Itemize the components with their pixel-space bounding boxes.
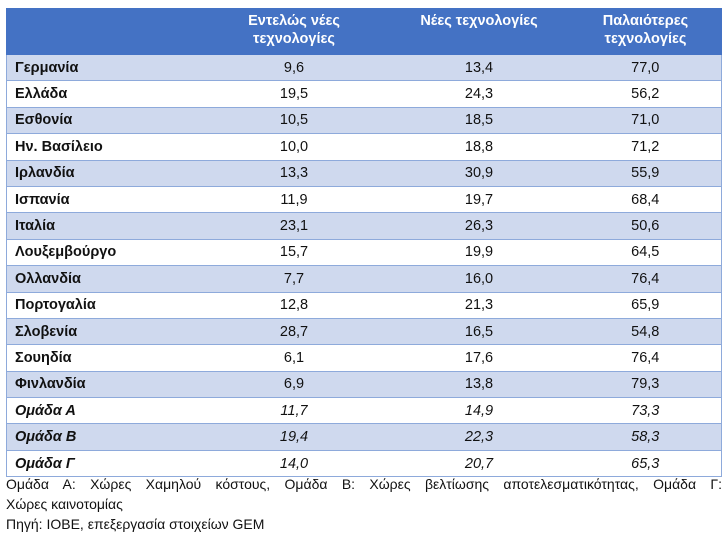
header-empty (6, 8, 200, 55)
cell-value: 12,8 (199, 291, 389, 319)
table-row: Γερμανία 9,6 13,4 77,0 (6, 53, 722, 82)
row-label: Φινλανδία (6, 370, 200, 399)
table-row: Λουξεμβούργο 15,7 19,9 64,5 (6, 238, 722, 267)
group-row: Ομάδα Γ 14,0 20,7 65,3 (6, 449, 722, 478)
row-label: Ισπανία (6, 185, 200, 214)
row-label: Σλοβενία (6, 317, 200, 346)
row-label: Σουηδία (6, 344, 200, 372)
cell-value: 18,5 (388, 106, 570, 135)
groups-legend-line2: Χώρες καινοτομίας (6, 496, 123, 512)
table-row: Σουηδία 6,1 17,6 76,4 (6, 344, 722, 372)
row-label: Ομάδα Γ (6, 449, 200, 478)
header-row: Εντελώς νέες τεχνολογίες Νέες τεχνολογίες… (6, 8, 722, 55)
header-new-tech: Νέες τεχνολογίες (388, 8, 570, 55)
table-row: Φινλανδία 6,9 13,8 79,3 (6, 370, 722, 399)
cell-value: 21,3 (388, 291, 570, 319)
cell-value: 14,0 (199, 449, 389, 478)
source-note: Πηγή: ΙΟΒΕ, επεξεργασία στοιχείων GEM (6, 516, 265, 532)
table-row: Ολλανδία 7,7 16,0 76,4 (6, 265, 722, 293)
cell-value: 14,9 (388, 397, 570, 425)
row-label: Ιρλανδία (6, 159, 200, 187)
group-row: Ομάδα Α 11,7 14,9 73,3 (6, 397, 722, 425)
group-row: Ομάδα Β 19,4 22,3 58,3 (6, 423, 722, 451)
cell-value: 28,7 (199, 317, 389, 346)
cell-value: 76,4 (569, 344, 722, 372)
cell-value: 19,5 (199, 80, 389, 108)
table-row: Ελλάδα 19,5 24,3 56,2 (6, 80, 722, 108)
cell-value: 26,3 (388, 212, 570, 240)
cell-value: 19,9 (388, 238, 570, 267)
cell-value: 20,7 (388, 449, 570, 478)
cell-value: 18,8 (388, 133, 570, 161)
row-label: Ελλάδα (6, 80, 200, 108)
cell-value: 9,6 (199, 53, 389, 82)
cell-value: 76,4 (569, 265, 722, 293)
cell-value: 77,0 (569, 53, 722, 82)
cell-value: 73,3 (569, 397, 722, 425)
table-row: Πορτογαλία 12,8 21,3 65,9 (6, 291, 722, 319)
cell-value: 71,2 (569, 133, 722, 161)
header-brand-new-tech: Εντελώς νέες τεχνολογίες (199, 8, 389, 55)
cell-value: 13,4 (388, 53, 570, 82)
cell-value: 50,6 (569, 212, 722, 240)
cell-value: 19,7 (388, 185, 570, 214)
cell-value: 6,1 (199, 344, 389, 372)
row-label: Ομάδα Β (6, 423, 200, 451)
cell-value: 16,5 (388, 317, 570, 346)
cell-value: 6,9 (199, 370, 389, 399)
cell-value: 54,8 (569, 317, 722, 346)
row-label: Πορτογαλία (6, 291, 200, 319)
table-row: Ισπανία 11,9 19,7 68,4 (6, 185, 722, 214)
cell-value: 16,0 (388, 265, 570, 293)
cell-value: 10,0 (199, 133, 389, 161)
row-label: Γερμανία (6, 53, 200, 82)
cell-value: 30,9 (388, 159, 570, 187)
cell-value: 68,4 (569, 185, 722, 214)
cell-value: 13,3 (199, 159, 389, 187)
cell-value: 7,7 (199, 265, 389, 293)
table-row: Ην. Βασίλειο 10,0 18,8 71,2 (6, 133, 722, 161)
table-row: Ιταλία 23,1 26,3 50,6 (6, 212, 722, 240)
row-label: Εσθονία (6, 106, 200, 135)
header-older-tech: Παλαιότερες τεχνολογίες (569, 8, 722, 55)
cell-value: 13,8 (388, 370, 570, 399)
cell-value: 58,3 (569, 423, 722, 451)
table-notes: Ομάδα Α: Χώρες Χαμηλού κόστους, Ομάδα Β:… (6, 474, 722, 534)
row-label: Ομάδα Α (6, 397, 200, 425)
cell-value: 17,6 (388, 344, 570, 372)
cell-value: 19,4 (199, 423, 389, 451)
cell-value: 24,3 (388, 80, 570, 108)
table-row: Εσθονία 10,5 18,5 71,0 (6, 106, 722, 135)
cell-value: 65,3 (569, 449, 722, 478)
row-label: Ιταλία (6, 212, 200, 240)
cell-value: 15,7 (199, 238, 389, 267)
cell-value: 10,5 (199, 106, 389, 135)
cell-value: 11,7 (199, 397, 389, 425)
row-label: Ολλανδία (6, 265, 200, 293)
row-label: Λουξεμβούργο (6, 238, 200, 267)
technology-table: Εντελώς νέες τεχνολογίες Νέες τεχνολογίες… (6, 8, 722, 478)
cell-value: 56,2 (569, 80, 722, 108)
groups-legend-line1: Ομάδα Α: Χώρες Χαμηλού κόστους, Ομάδα Β:… (6, 476, 722, 492)
cell-value: 65,9 (569, 291, 722, 319)
cell-value: 11,9 (199, 185, 389, 214)
cell-value: 23,1 (199, 212, 389, 240)
cell-value: 64,5 (569, 238, 722, 267)
row-label: Ην. Βασίλειο (6, 133, 200, 161)
table-row: Σλοβενία 28,7 16,5 54,8 (6, 317, 722, 346)
cell-value: 55,9 (569, 159, 722, 187)
cell-value: 79,3 (569, 370, 722, 399)
table-row: Ιρλανδία 13,3 30,9 55,9 (6, 159, 722, 187)
cell-value: 71,0 (569, 106, 722, 135)
cell-value: 22,3 (388, 423, 570, 451)
